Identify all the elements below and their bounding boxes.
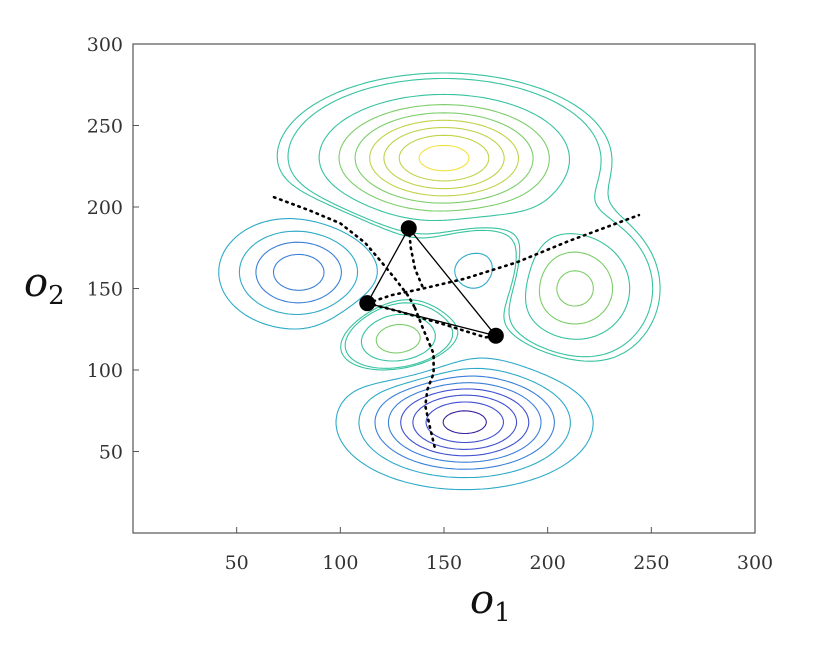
x-axis-label-main: o [470,577,494,623]
y-tick-label: 200 [87,197,123,219]
y-axis-label: o2 [24,260,65,311]
contour-line [425,401,505,444]
x-tick-label: 50 [225,552,249,574]
x-axis-label-sub: 1 [494,598,511,628]
y-tick-label: 300 [87,34,123,56]
x-tick-label: 150 [426,552,462,574]
contour-line [272,253,542,463]
x-tick-label: 250 [633,552,669,574]
x-tick-label: 100 [322,552,358,574]
y-axis-ticks: 50 100 150 200 250 300 [87,34,139,464]
x-tick-label: 200 [530,552,566,574]
dotted-path [272,195,417,310]
dotted-path [365,213,641,305]
y-tick-label: 250 [87,116,123,138]
y-axis-label-sub: 2 [48,281,65,311]
x-axis-ticks: 50 100 150 200 250 300 [225,527,773,574]
contour-line [354,112,594,307]
contour-line [383,126,505,190]
simplex-vertex [359,295,376,312]
contour-line [238,230,571,479]
plot-area [133,44,755,533]
simplex-vertex [487,327,504,344]
simplex [359,220,504,344]
dotted-path [407,226,425,290]
contour-line [338,104,614,354]
contour-line [369,119,520,197]
contour-line [255,241,555,470]
contour-line [400,388,530,457]
x-tick-label: 300 [737,552,773,574]
y-tick-label: 100 [87,360,123,382]
y-axis-label-main: o [24,260,48,306]
contour-line [276,72,661,371]
simplex-triangle [366,227,498,337]
y-tick-label: 150 [87,279,123,301]
contour-line [442,410,487,435]
contour-line [318,93,631,362]
contour-line [398,134,490,182]
contour-lines [218,72,661,491]
y-tick-label: 50 [99,442,123,464]
simplex-vertex [400,220,417,237]
x-axis-label: o1 [470,577,511,628]
contour-line [418,144,470,172]
dotted-path [413,306,438,453]
contour-line [412,394,518,450]
contour-line [287,77,654,369]
